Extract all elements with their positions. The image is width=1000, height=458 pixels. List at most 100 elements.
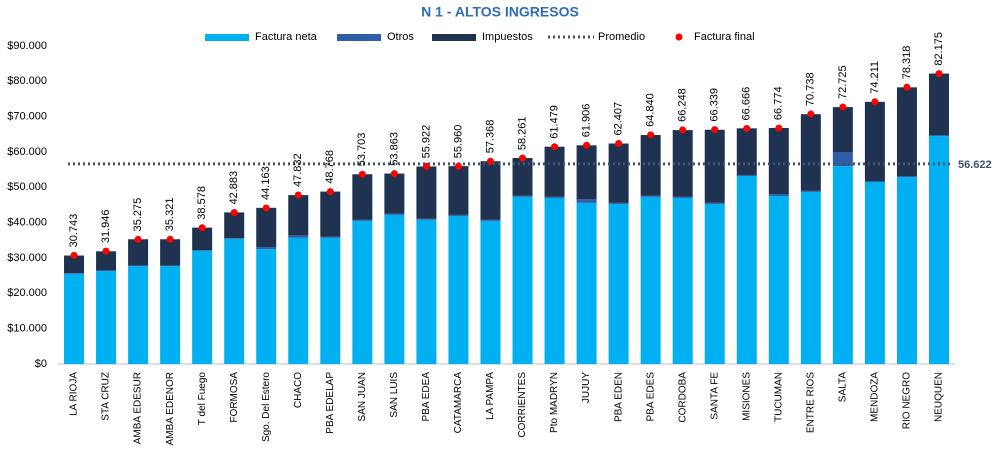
final-dot <box>679 126 687 134</box>
legend-label: Impuestos <box>482 31 533 43</box>
value-label: 74.211 <box>869 61 881 94</box>
x-tick-label: PBA EDES <box>645 372 656 422</box>
x-tick-label: JUJUY <box>581 372 592 403</box>
bar-segment <box>928 136 949 364</box>
bar-segment <box>416 166 437 219</box>
final-dot <box>871 98 879 106</box>
x-tick-label: LA RIOJA <box>69 372 80 416</box>
bar-segment <box>736 174 757 177</box>
final-dot <box>647 131 655 139</box>
bar-segment <box>800 191 821 364</box>
x-tick-label: LA PAMPA <box>485 372 496 420</box>
x-tick-label: PBA EDEN <box>613 372 624 422</box>
value-label: 30.743 <box>68 214 80 248</box>
bar-segment <box>864 101 885 181</box>
bar-segment <box>640 196 661 364</box>
final-dot <box>422 162 430 170</box>
bar-segment <box>384 214 405 364</box>
value-label: 61.906 <box>580 104 592 138</box>
bar-segment <box>576 145 597 200</box>
value-label: 58.261 <box>516 116 528 150</box>
bar-segment <box>704 202 725 204</box>
bar-segment <box>96 270 117 272</box>
bar-segment <box>384 213 405 215</box>
bar-segment <box>768 127 789 195</box>
bar-segment <box>928 73 949 136</box>
bar-segment <box>192 227 213 251</box>
y-tick-label: $90.000 <box>7 40 47 52</box>
legend-swatch <box>205 34 249 41</box>
bar-segment <box>544 197 565 364</box>
legend-label: Otros <box>387 31 414 43</box>
final-dot <box>70 251 78 259</box>
final-dot <box>519 154 527 162</box>
bar-segment <box>96 251 117 271</box>
value-label: 66.774 <box>773 86 785 120</box>
bar-segment <box>416 218 437 220</box>
bar-segment <box>672 196 693 198</box>
bar-segment <box>256 207 277 248</box>
y-tick-label: $30.000 <box>7 252 47 264</box>
x-tick-label: CHACO <box>293 372 304 408</box>
final-dot <box>230 208 238 216</box>
bar-segment <box>672 197 693 364</box>
bar-segment <box>352 174 373 220</box>
bar-segment <box>800 190 821 192</box>
bar-segment <box>320 191 341 237</box>
bar-segment <box>832 166 853 364</box>
bar-segment <box>192 250 213 364</box>
bar-segment <box>352 219 373 221</box>
x-tick-label: SANTA FE <box>709 372 720 420</box>
bar-segment <box>448 166 469 215</box>
bar-segment <box>480 220 501 364</box>
legend-label: Factura neta <box>255 31 318 43</box>
final-dot <box>903 83 911 91</box>
final-dot <box>583 141 591 149</box>
x-tick-label: AMBA EDESUR <box>133 372 144 444</box>
x-tick-label: CORDOBA <box>677 372 688 423</box>
bar-segment <box>384 173 405 214</box>
x-tick-label: RIO NEGRO <box>902 372 913 429</box>
bar-segment <box>608 202 629 204</box>
legend-swatch <box>432 34 476 41</box>
bar-segment <box>512 196 533 364</box>
x-tick-label: PBA EDEA <box>421 372 432 422</box>
bar-segment <box>544 146 565 197</box>
average-label: 56.622 <box>958 159 992 171</box>
bar-segment <box>288 195 309 236</box>
value-label: 61.479 <box>548 105 560 139</box>
y-tick-label: $80.000 <box>7 75 47 87</box>
bar-segment <box>800 114 821 191</box>
bar-segment <box>224 212 245 239</box>
bar-segment <box>896 87 917 177</box>
y-tick-label: $10.000 <box>7 323 47 335</box>
bar-segment <box>512 158 533 196</box>
x-tick-label: Sgo. Del Estero <box>261 372 272 442</box>
final-dot <box>807 110 815 118</box>
bar-segment <box>864 182 885 364</box>
bar-segment <box>768 194 789 197</box>
value-label: 55.922 <box>420 125 432 159</box>
value-label: 64.840 <box>645 93 657 127</box>
bar-segment <box>448 215 469 364</box>
bar-segment <box>288 237 309 364</box>
final-dot <box>711 126 719 134</box>
bar-segment <box>832 107 853 152</box>
final-dot <box>166 235 174 243</box>
final-dot <box>102 247 110 255</box>
value-label: 38.578 <box>196 186 208 220</box>
x-tick-label: SAN LUIS <box>389 372 400 418</box>
x-tick-label: Pto MADRYN <box>549 372 560 433</box>
value-label: 78.318 <box>901 46 913 80</box>
bar-segment <box>448 214 469 216</box>
final-dot <box>262 204 270 212</box>
x-tick-label: AMBA EDENOR <box>165 372 176 445</box>
final-dot <box>743 124 751 132</box>
value-label: 55.960 <box>452 125 464 159</box>
value-label: 82.175 <box>933 32 945 66</box>
x-tick-label: MISIONES <box>741 372 752 421</box>
chart-title: N 1 - ALTOS INGRESOS <box>421 4 579 20</box>
bar-segment <box>864 180 885 183</box>
bar-segment <box>576 202 597 364</box>
x-tick-label: PBA EDELAP <box>325 372 336 434</box>
